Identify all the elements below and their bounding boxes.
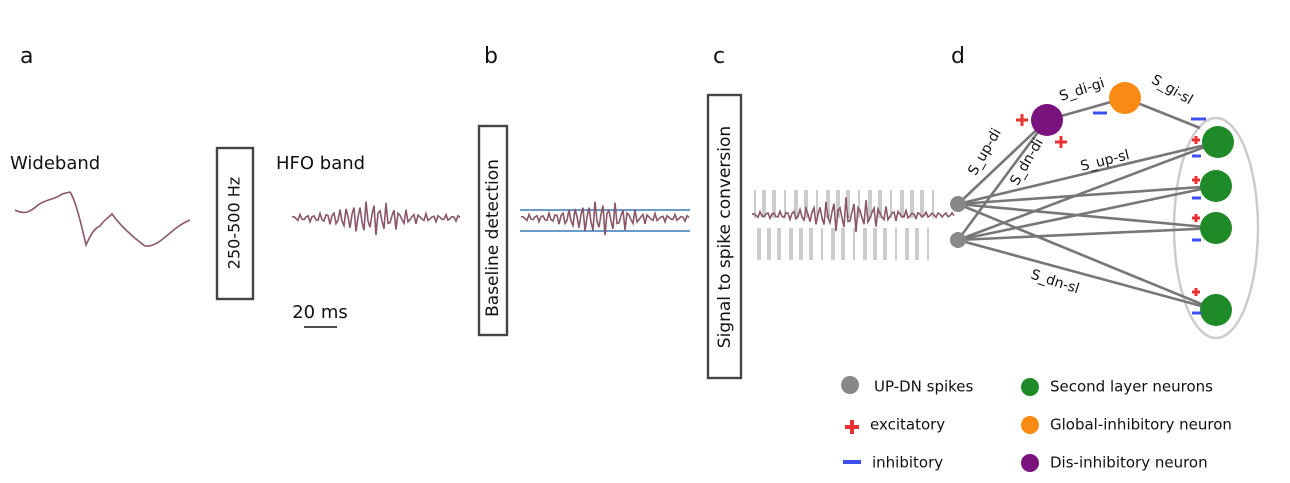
edge-label: S_di-gi <box>1057 75 1106 105</box>
edge-label: S_gi-sl <box>1149 72 1196 108</box>
edge-label: S_up-di <box>965 126 1005 179</box>
edges <box>956 96 1219 312</box>
legend-label: Dis-inhibitory neuron <box>1050 454 1208 472</box>
hfo-wave <box>751 197 955 233</box>
baseline-box <box>477 124 509 337</box>
hfo-wave <box>291 201 461 236</box>
hfo-wave <box>520 201 690 236</box>
nodes <box>950 82 1234 326</box>
wideband-wave <box>14 191 191 248</box>
legend <box>841 376 1039 472</box>
panel-label: c <box>713 44 725 69</box>
baseline-label: Baseline detection <box>483 159 503 317</box>
legend-label: inhibitory <box>872 454 943 472</box>
legend-label: Global-inhibitory neuron <box>1050 416 1232 434</box>
scale-label: 20 ms <box>292 302 348 323</box>
filter-label: 250-500 Hz <box>225 177 244 269</box>
filter-box <box>215 146 255 301</box>
hfo-label: HFO band <box>276 153 365 174</box>
layer-ellipse <box>1172 116 1260 340</box>
legend-label: excitatory <box>870 416 945 434</box>
panel-label: d <box>951 44 965 69</box>
legend-label: UP-DN spikes <box>874 378 974 396</box>
panel-label: a <box>20 44 33 69</box>
wideband-label: Wideband <box>10 153 100 174</box>
edge-label: S_dn-di <box>1007 136 1047 189</box>
edge-label: S_up-sl <box>1079 147 1131 175</box>
signs <box>1016 111 1206 315</box>
panel-label: b <box>484 44 498 69</box>
legend-label: Second layer neurons <box>1050 378 1213 396</box>
spike-label: Signal to spike conversion <box>715 126 735 348</box>
spike-box <box>706 93 743 380</box>
